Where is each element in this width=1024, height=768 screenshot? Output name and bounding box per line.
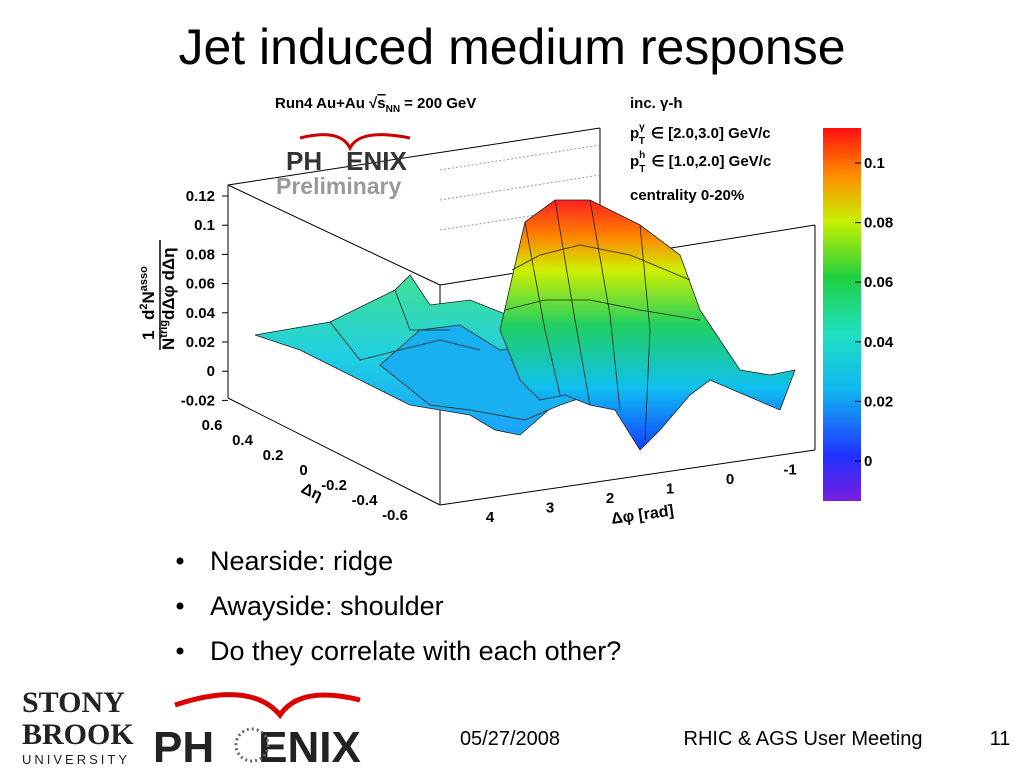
phi-tick-label: 1 [666, 481, 674, 498]
z-tick-label: 0.06 [186, 276, 215, 293]
phi-tick-label: 0 [726, 471, 734, 488]
phi-tick-label: 2 [606, 490, 614, 507]
phi-tick-label: 3 [546, 500, 554, 517]
footer-page: 11 [990, 728, 1011, 750]
footer-date: 05/27/2008 [460, 728, 560, 750]
z-tick-label: 0 [207, 363, 215, 380]
info-line: pγ T ∈ [2.0,3.0] GeV/c [630, 122, 771, 147]
phenix-arc [174, 692, 361, 720]
info-line: centrality 0-20% [630, 187, 744, 204]
grid-dots [439, 144, 601, 231]
eta-tick-label: -0.6 [382, 507, 408, 524]
colorbar-tick-label: 0.1 [864, 155, 885, 172]
colorbar-tick-label: 0.06 [864, 274, 893, 291]
surface [254, 199, 796, 451]
bullet-dot [176, 557, 184, 565]
phenix-logo: PH ENIX [153, 723, 361, 768]
phi-tick-label: -1 [783, 462, 796, 479]
z-tick-label: 0.02 [186, 334, 215, 351]
svg-text:1: 1 [139, 331, 158, 340]
phi-axis-label: Δφ [rad] [610, 502, 675, 528]
eta-tick-label: 0 [299, 462, 307, 479]
stonybrook-logo: STONY [22, 686, 125, 719]
info-line: inc. γ-h [630, 95, 683, 112]
colorbar-tick-label: 0 [864, 453, 872, 470]
eta-tick-label: -0.2 [321, 477, 347, 494]
z-axis-label: 1 d2Nasso NtrigdΔφ dΔη [138, 240, 178, 350]
colorbar-tick-label: 0.04 [864, 334, 894, 351]
logo-arc [299, 133, 411, 152]
z-tick-label: 0.08 [186, 246, 215, 263]
z-tick-label: 0.1 [194, 217, 215, 234]
eta-tick-label: 0.2 [263, 447, 284, 464]
slide-title: Jet induced medium response [178, 19, 845, 75]
svg-text:NtrigdΔφ dΔη: NtrigdΔφ dΔη [158, 248, 178, 351]
info-line: ph T ∈ [1.0,2.0] GeV/c [630, 150, 771, 175]
svg-text:d2Nasso: d2Nasso [138, 266, 158, 320]
colorbar [823, 128, 861, 501]
colorbar-tick-label: 0.08 [864, 215, 893, 232]
stonybrook-logo: UNIVERSITY [22, 752, 130, 767]
bullet-text: Do they correlate with each other? [210, 636, 621, 666]
footer-meeting: RHIC & AGS User Meeting [684, 728, 923, 750]
figure-header: Run4 Au+Au √sNN = 200 GeV [275, 95, 476, 115]
eta-tick-label: -0.4 [352, 492, 379, 509]
z-tick-label: 0.04 [186, 305, 216, 322]
stonybrook-logo: BROOK [22, 718, 134, 751]
bullet-dot [176, 647, 184, 655]
z-tick-label: -0.02 [181, 392, 215, 409]
bullet-text: Nearside: ridge [210, 546, 393, 576]
preliminary: Preliminary [276, 173, 401, 199]
phi-tick-label: 4 [486, 509, 495, 526]
eta-tick-label: 0.4 [232, 432, 254, 449]
phenix-star [234, 727, 270, 763]
bullet-text: Awayside: shoulder [210, 591, 444, 621]
z-tick-label: 0.12 [186, 188, 215, 205]
eta-tick-label: 0.6 [202, 417, 223, 434]
bullet-dot [176, 602, 184, 610]
colorbar-tick-label: 0.02 [864, 393, 893, 410]
logo-text: PH ENIX [286, 146, 407, 176]
